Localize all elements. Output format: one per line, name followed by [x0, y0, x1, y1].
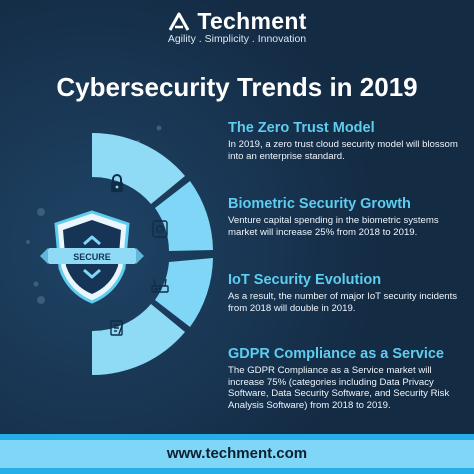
shield-label: SECURE [73, 252, 111, 262]
website-link[interactable]: www.techment.com [166, 445, 308, 462]
footer-band: www.techment.com [0, 440, 474, 468]
trend-description: The GDPR Compliance as a Service market … [228, 365, 450, 411]
logo[interactable]: Techment [0, 8, 474, 34]
lock-icon [111, 174, 123, 192]
trend-title: Biometric Security Growth [228, 196, 411, 212]
trend-title: IoT Security Evolution [228, 272, 382, 288]
router-icon [151, 278, 169, 293]
header: Techment Agility . Simplicity . Innovati… [0, 0, 474, 56]
page-title: Cybersecurity Trends in 2019 [56, 72, 418, 102]
brand-name: Techment [197, 8, 307, 34]
decor-dot [26, 240, 30, 244]
trend-title: The Zero Trust Model [228, 120, 375, 136]
trend-biometric: Biometric Security Growth Venture capita… [228, 196, 464, 238]
trend-title: GDPR Compliance as a Service [228, 346, 444, 362]
trend-description: Venture capital spending in the biometri… [228, 215, 439, 238]
decor-dot [33, 281, 39, 287]
shield-icon: SECURE [40, 210, 144, 304]
footer: www.techment.com [0, 434, 474, 474]
decor-dot [156, 125, 162, 131]
chevron-up-logo-icon [169, 12, 190, 31]
trend-gdpr: GDPR Compliance as a Service The GDPR Co… [228, 346, 464, 411]
segment-zero-trust [92, 132, 185, 204]
decor-dot [37, 296, 45, 304]
trend-description: In 2019, a zero trust cloud security mod… [228, 139, 458, 162]
segment-iot [155, 258, 213, 327]
trend-iot: IoT Security Evolution As a result, the … [228, 272, 464, 314]
document-icon [110, 320, 124, 336]
tagline: Agility . Simplicity . Innovation [167, 33, 307, 45]
trend-zero-trust: The Zero Trust Model In 2019, a zero tru… [228, 120, 464, 162]
fingerprint-icon [152, 220, 168, 238]
trend-description: As a result, the number of major IoT sec… [228, 291, 458, 314]
trend-wheel: SECURE [40, 132, 213, 376]
segment-biometric [155, 181, 213, 251]
decor-dot [37, 208, 45, 216]
segment-gdpr [92, 304, 185, 376]
